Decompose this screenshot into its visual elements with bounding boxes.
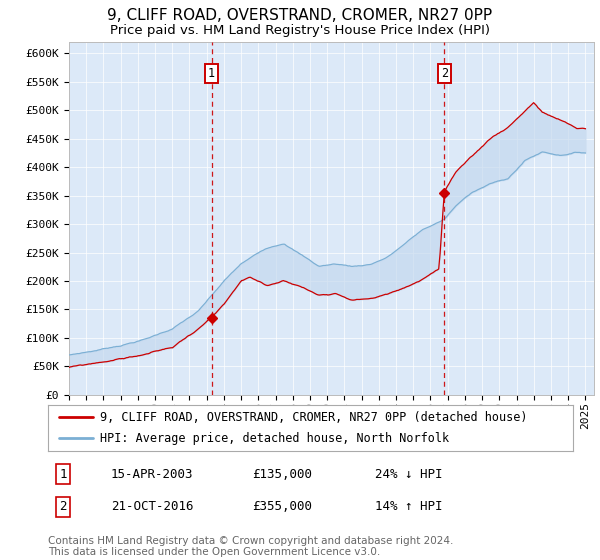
Text: 9, CLIFF ROAD, OVERSTRAND, CROMER, NR27 0PP: 9, CLIFF ROAD, OVERSTRAND, CROMER, NR27 … (107, 8, 493, 24)
Text: 15-APR-2003: 15-APR-2003 (111, 468, 193, 481)
Text: 1: 1 (59, 468, 67, 481)
Text: Price paid vs. HM Land Registry's House Price Index (HPI): Price paid vs. HM Land Registry's House … (110, 24, 490, 36)
Text: 14% ↑ HPI: 14% ↑ HPI (375, 500, 443, 514)
Text: 2: 2 (440, 67, 448, 80)
Text: £355,000: £355,000 (252, 500, 312, 514)
Text: £135,000: £135,000 (252, 468, 312, 481)
Text: 21-OCT-2016: 21-OCT-2016 (111, 500, 193, 514)
Text: 2: 2 (59, 500, 67, 514)
Text: Contains HM Land Registry data © Crown copyright and database right 2024.
This d: Contains HM Land Registry data © Crown c… (48, 535, 454, 557)
Text: HPI: Average price, detached house, North Norfolk: HPI: Average price, detached house, Nort… (101, 432, 449, 445)
Text: 9, CLIFF ROAD, OVERSTRAND, CROMER, NR27 0PP (detached house): 9, CLIFF ROAD, OVERSTRAND, CROMER, NR27 … (101, 411, 528, 424)
Text: 1: 1 (208, 67, 215, 80)
Text: 24% ↓ HPI: 24% ↓ HPI (375, 468, 443, 481)
